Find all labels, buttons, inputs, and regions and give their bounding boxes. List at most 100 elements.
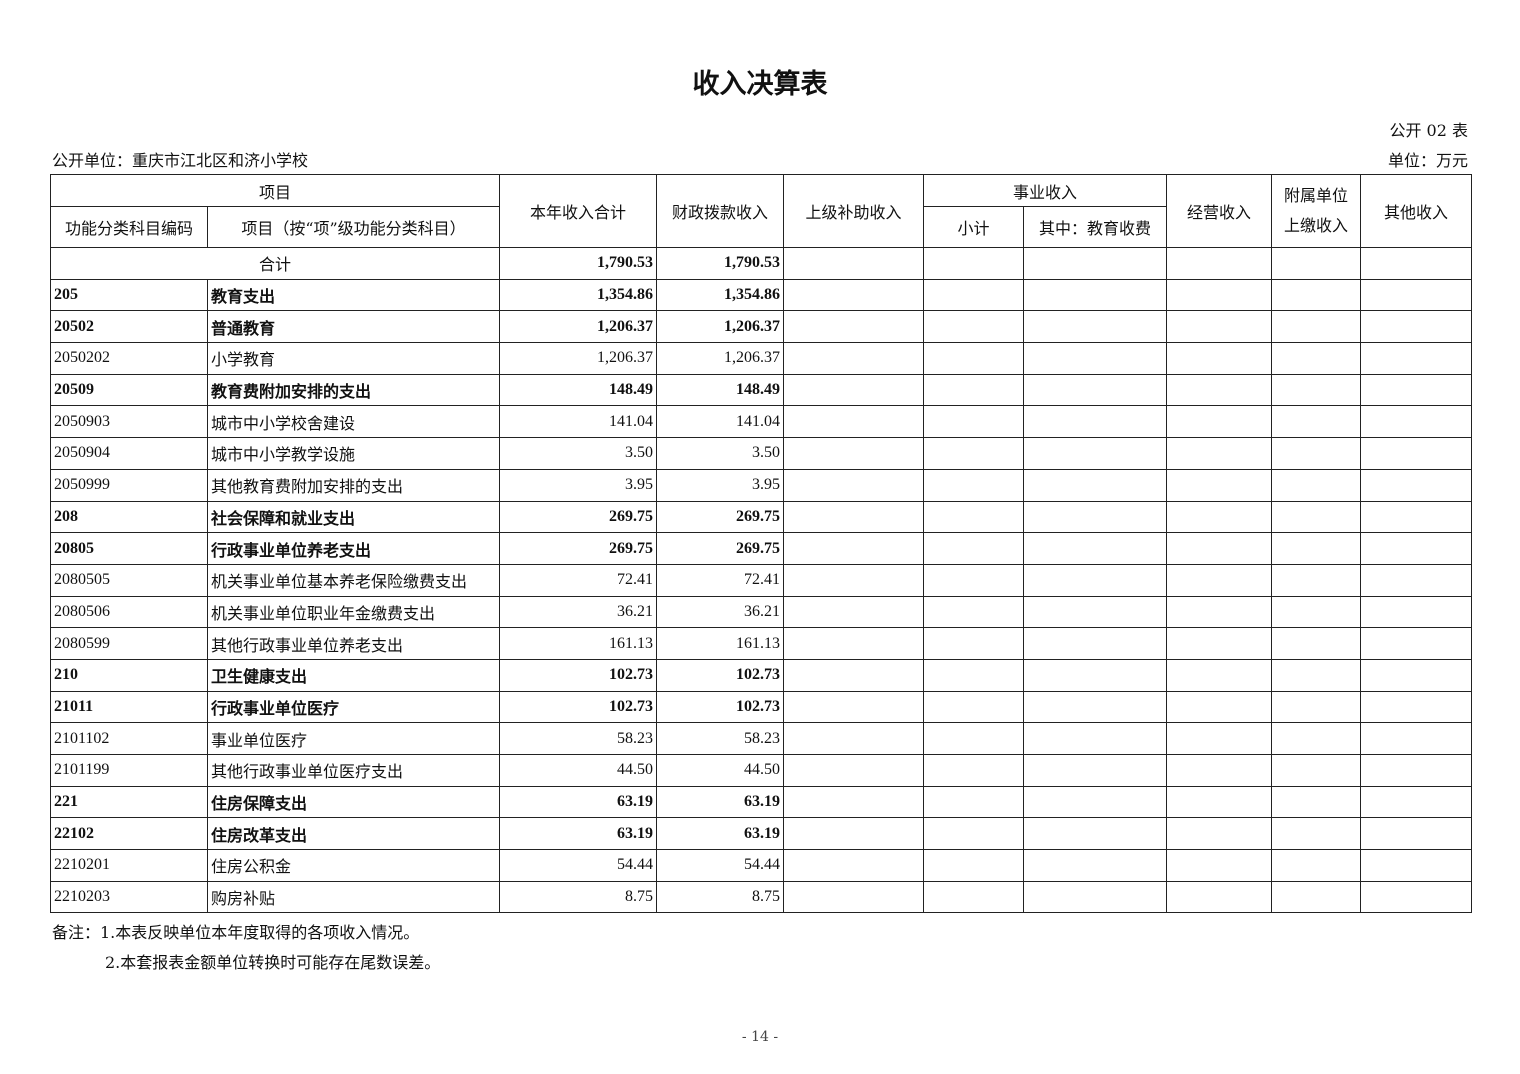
header-affiliated-line1: 附属单位 (1284, 186, 1349, 205)
empty-cell (1166, 880, 1273, 914)
row-name: 其他教育费附加安排的支出 (206, 468, 501, 502)
table-row: 2080506 机关事业单位职业年金缴费支出 36.21 36.21 (50, 595, 1473, 629)
row-fiscal: 1,206.37 (656, 342, 785, 375)
empty-cell (1360, 342, 1473, 375)
empty-cell (1023, 817, 1168, 851)
row-code: 2101102 (50, 722, 208, 755)
empty-cell (1166, 437, 1273, 470)
row-fiscal: 3.50 (656, 437, 785, 470)
row-total: 54.44 (499, 849, 658, 882)
empty-cell (923, 500, 1025, 534)
row-total: 72.41 (499, 563, 658, 597)
empty-cell (783, 278, 925, 312)
empty-cell (923, 849, 1025, 882)
row-total: 148.49 (499, 373, 658, 407)
empty-cell (1271, 310, 1362, 344)
row-code: 2050999 (50, 468, 208, 502)
row-name: 其他行政事业单位养老支出 (206, 627, 501, 660)
row-code: 221 (50, 785, 208, 819)
empty-cell (1360, 405, 1473, 439)
table-row: 210 卫生健康支出 102.73 102.73 (50, 658, 1473, 692)
row-name: 卫生健康支出 (206, 658, 501, 692)
empty-cell (1271, 690, 1362, 724)
header-affiliated-line2: 上缴收入 (1284, 216, 1349, 235)
total-label: 合计 (49, 247, 501, 280)
row-code: 2050903 (50, 405, 208, 439)
header-subtotal: 小计 (923, 206, 1025, 248)
empty-cell (783, 754, 925, 787)
row-name: 社会保障和就业支出 (206, 500, 501, 534)
empty-cell (923, 437, 1025, 470)
empty-cell (783, 658, 925, 692)
empty-cell (923, 310, 1025, 344)
row-fiscal: 1,206.37 (656, 310, 785, 344)
header-code: 功能分类科目编码 (50, 206, 208, 248)
row-total: 269.75 (499, 500, 658, 534)
empty-cell (1166, 405, 1273, 439)
empty-cell (923, 595, 1025, 629)
row-total: 161.13 (499, 627, 658, 660)
table-row: 22102 住房改革支出 63.19 63.19 (50, 817, 1473, 851)
row-fiscal: 141.04 (656, 405, 785, 439)
empty-cell (1023, 785, 1168, 819)
empty-cell (1023, 278, 1168, 312)
empty-cell (923, 658, 1025, 692)
empty-cell (1023, 658, 1168, 692)
empty-cell (1023, 722, 1168, 755)
table-row: 21011 行政事业单位医疗 102.73 102.73 (50, 690, 1473, 724)
empty-cell (1360, 627, 1473, 660)
row-fiscal: 44.50 (656, 754, 785, 787)
empty-cell (1360, 880, 1473, 914)
row-code: 2050904 (50, 437, 208, 470)
row-code: 22102 (50, 817, 208, 851)
empty-cell (923, 278, 1025, 312)
table-row: 20502 普通教育 1,206.37 1,206.37 (50, 310, 1473, 344)
empty-cell (1360, 563, 1473, 597)
row-name: 教育支出 (206, 278, 501, 312)
empty-cell (1271, 754, 1362, 787)
empty-cell (1166, 563, 1273, 597)
note-2: 2.本套报表金额单位转换时可能存在尾数误差。 (105, 953, 441, 972)
empty-cell (1023, 342, 1168, 375)
row-code: 2080599 (50, 627, 208, 660)
empty-cell (783, 690, 925, 724)
unit-label: 单位：万元 (1387, 151, 1468, 170)
table-row: 2050202 小学教育 1,206.37 1,206.37 (50, 342, 1473, 375)
empty-cell (1023, 563, 1168, 597)
table-row: 2050904 城市中小学教学设施 3.50 3.50 (50, 437, 1473, 470)
empty-cell (1023, 468, 1168, 502)
empty-cell (1271, 595, 1362, 629)
row-code: 20805 (50, 532, 208, 565)
page-number: - 14 - (741, 1029, 779, 1045)
empty-cell (1360, 849, 1473, 882)
row-total: 58.23 (499, 722, 658, 755)
empty-cell (783, 880, 925, 914)
table-number: 公开 02 表 (1389, 121, 1468, 140)
empty-cell (783, 500, 925, 534)
table-row: 2050903 城市中小学校舍建设 141.04 141.04 (50, 405, 1473, 439)
row-fiscal: 3.95 (656, 468, 785, 502)
row-name: 教育费附加安排的支出 (206, 373, 501, 407)
row-fiscal: 1,354.86 (656, 278, 785, 312)
row-fiscal: 102.73 (656, 658, 785, 692)
table-row: 2210203 购房补贴 8.75 8.75 (50, 880, 1473, 914)
empty-cell (783, 722, 925, 755)
row-code: 2210203 (50, 880, 208, 914)
row-name: 事业单位医疗 (206, 722, 501, 755)
row-fiscal: 102.73 (656, 690, 785, 724)
empty-cell (923, 563, 1025, 597)
row-name: 普通教育 (206, 310, 501, 344)
empty-cell (1360, 595, 1473, 629)
row-name: 行政事业单位养老支出 (206, 532, 501, 565)
empty-cell (1360, 754, 1473, 787)
row-total: 141.04 (499, 405, 658, 439)
empty-cell (1360, 722, 1473, 755)
empty-cell (1271, 342, 1362, 375)
table-row: 20509 教育费附加安排的支出 148.49 148.49 (50, 373, 1473, 407)
row-name: 住房公积金 (206, 849, 501, 882)
empty-cell (783, 627, 925, 660)
row-code: 20502 (50, 310, 208, 344)
row-code: 2080505 (50, 563, 208, 597)
empty-cell (1023, 849, 1168, 882)
organization: 公开单位：重庆市江北区和济小学校 (52, 151, 309, 170)
